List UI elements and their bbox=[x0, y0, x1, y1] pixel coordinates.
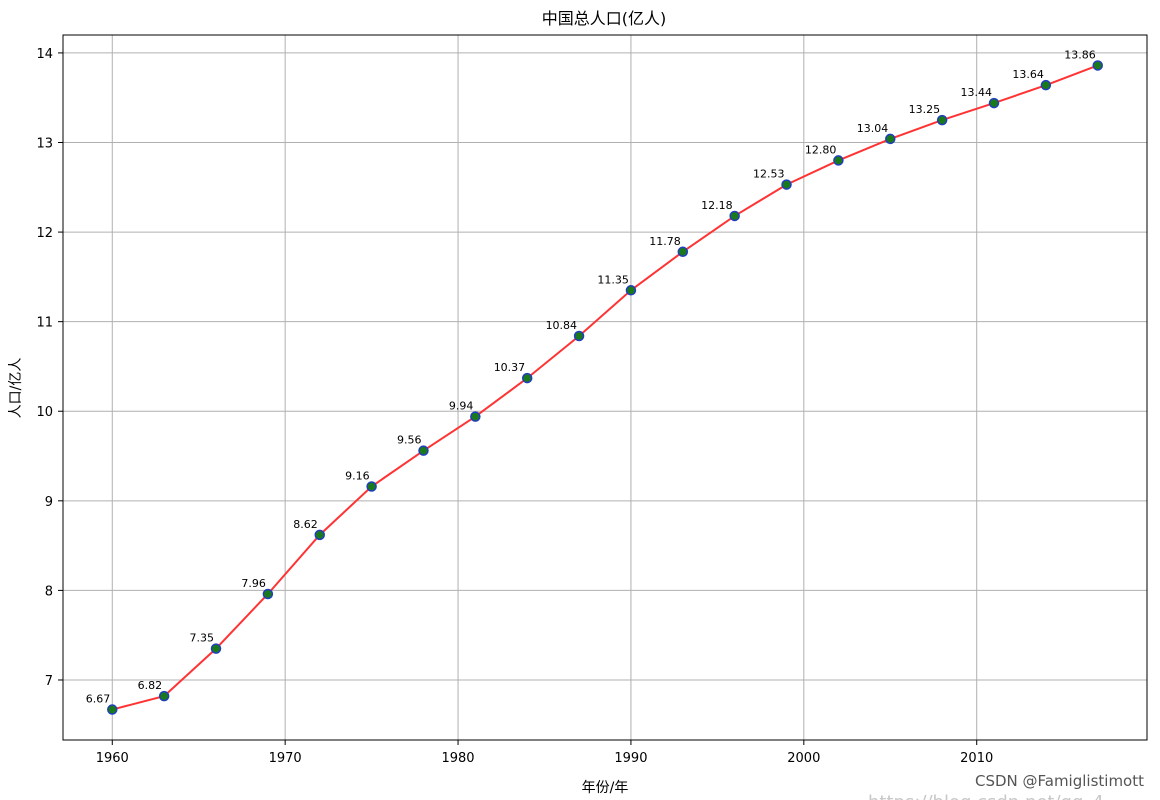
data-point bbox=[573, 330, 585, 342]
series-line bbox=[112, 64, 1099, 711]
data-label: 13.44 bbox=[960, 86, 992, 99]
x-tick-label: 1980 bbox=[441, 751, 474, 766]
series-layer: 6.67 6.82 7.35 7.96 8.62 9.16 9.56 9.94 10.37 10.… bbox=[86, 48, 1103, 715]
data-label: 8.62 bbox=[293, 518, 318, 531]
x-axis-label: 年份/年 bbox=[582, 780, 629, 796]
data-point bbox=[1040, 79, 1052, 91]
watermark: CSDN @Famiglistimott bbox=[975, 772, 1144, 790]
data-label: 6.82 bbox=[138, 679, 163, 692]
data-point bbox=[210, 643, 222, 654]
data-label: 11.78 bbox=[649, 235, 681, 248]
y-tick-label: 10 bbox=[36, 405, 53, 420]
data-label: 12.18 bbox=[701, 199, 733, 212]
x-tick-label: 1960 bbox=[96, 751, 129, 766]
x-tick-label: 2000 bbox=[787, 751, 820, 766]
data-label: 7.96 bbox=[241, 577, 266, 590]
data-label: 13.04 bbox=[857, 122, 889, 135]
tick-labels: 1960 1970 1980 1990 2000 2010 7 8 9 10 11 12 13 14 bbox=[36, 47, 993, 766]
data-point bbox=[366, 481, 377, 492]
data-label: 7.35 bbox=[190, 632, 215, 645]
data-point bbox=[833, 155, 844, 166]
data-label: 13.64 bbox=[1012, 68, 1044, 81]
data-label: 10.37 bbox=[494, 361, 526, 374]
data-point bbox=[262, 588, 274, 600]
y-tick-label: 14 bbox=[36, 47, 53, 62]
x-tick-label: 1970 bbox=[269, 751, 302, 766]
y-tick-label: 13 bbox=[36, 136, 53, 151]
data-point bbox=[885, 133, 896, 145]
data-label: 9.94 bbox=[449, 400, 474, 413]
data-point bbox=[988, 97, 1000, 109]
y-tick-label: 8 bbox=[45, 584, 53, 599]
y-axis-label: 人口/亿人 bbox=[8, 358, 24, 419]
data-point bbox=[521, 372, 533, 384]
data-label: 10.84 bbox=[546, 319, 578, 332]
y-tick-label: 11 bbox=[36, 316, 53, 331]
y-tick-label: 7 bbox=[45, 674, 53, 689]
data-point bbox=[677, 246, 689, 258]
y-tick-label: 9 bbox=[45, 495, 53, 510]
data-point bbox=[107, 704, 118, 715]
data-point bbox=[781, 179, 792, 190]
x-tick-label: 1990 bbox=[614, 751, 647, 766]
data-label: 13.86 bbox=[1064, 48, 1096, 61]
data-point bbox=[1092, 60, 1103, 71]
data-label: 13.25 bbox=[909, 103, 941, 116]
x-tick-label: 2010 bbox=[960, 751, 993, 766]
data-label: 12.80 bbox=[805, 143, 837, 156]
y-tick-label: 12 bbox=[36, 226, 53, 241]
data-point bbox=[418, 445, 429, 456]
plot-area-frame bbox=[62, 34, 1148, 741]
data-label: 6.67 bbox=[86, 693, 111, 706]
data-point bbox=[729, 210, 740, 222]
data-label: 9.56 bbox=[397, 434, 422, 447]
data-label: 9.16 bbox=[345, 469, 370, 482]
watermark-url: https://blog.csdn.net/qq_4 bbox=[868, 792, 1104, 800]
data-point bbox=[936, 114, 948, 126]
data-label: 12.53 bbox=[753, 168, 785, 181]
data-label: 11.35 bbox=[597, 273, 629, 286]
chart-title: 中国总人口(亿人) bbox=[542, 9, 667, 28]
data-point bbox=[158, 690, 170, 702]
data-point bbox=[470, 411, 481, 422]
data-point bbox=[625, 285, 637, 296]
data-point bbox=[314, 529, 325, 541]
grid-lines bbox=[63, 35, 1147, 740]
